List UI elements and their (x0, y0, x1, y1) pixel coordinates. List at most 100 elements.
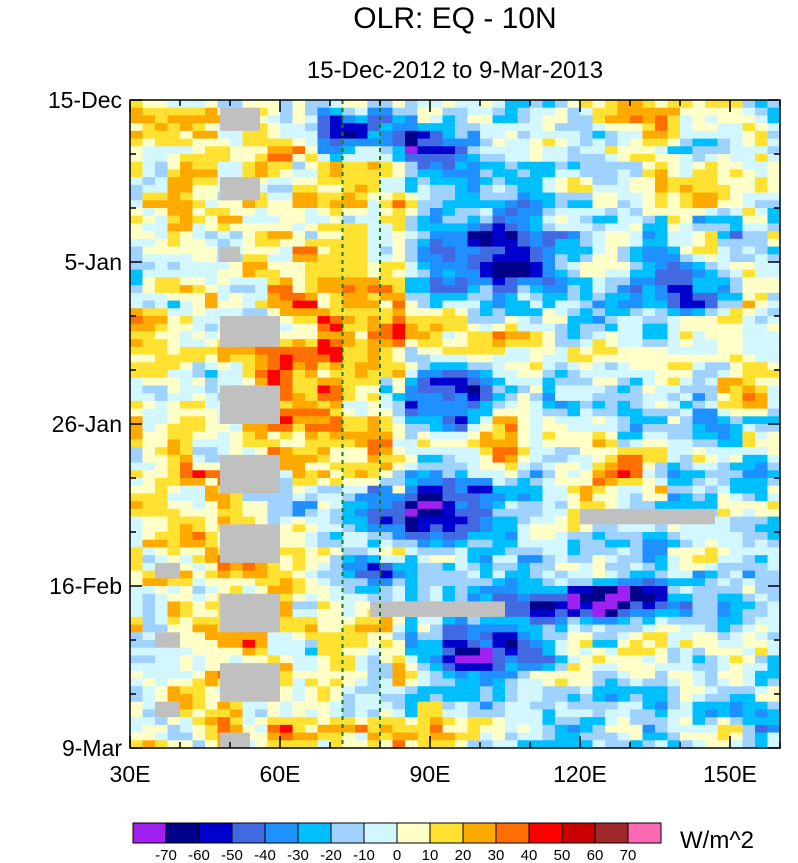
olr-cell (317, 686, 331, 695)
olr-cell (442, 431, 456, 441)
olr-cell (380, 238, 394, 248)
olr-cell (555, 331, 569, 340)
olr-cell (567, 724, 581, 734)
olr-cell (380, 694, 394, 703)
olr-cell (255, 215, 269, 225)
olr-cell (155, 238, 169, 248)
olr-cell (592, 709, 606, 718)
olr-cell (642, 215, 656, 225)
olr-cell (642, 130, 656, 140)
olr-cell (205, 192, 219, 201)
olr-cell (417, 231, 431, 240)
olr-cell (567, 262, 581, 271)
olr-cell (455, 462, 469, 471)
olr-cell (192, 262, 206, 271)
olr-cell (605, 547, 619, 556)
olr-cell (292, 439, 306, 448)
olr-cell (355, 717, 369, 726)
olr-cell (380, 169, 394, 178)
olr-cell (617, 485, 631, 495)
olr-cell (467, 130, 481, 140)
olr-cell (180, 223, 194, 232)
olr-cell (567, 177, 581, 186)
missing-data-patch (220, 246, 240, 262)
olr-cell (430, 208, 444, 217)
olr-cell (442, 316, 456, 325)
olr-cell (242, 200, 256, 209)
olr-cell (605, 208, 619, 217)
olr-cell (692, 292, 706, 302)
olr-cell (755, 516, 769, 525)
olr-cell (167, 138, 181, 147)
olr-cell (717, 269, 731, 279)
olr-cell (317, 609, 331, 618)
olr-cell (730, 377, 744, 387)
olr-cell (142, 146, 156, 155)
olr-cell (505, 400, 519, 410)
olr-cell (342, 300, 356, 309)
olr-cell (355, 601, 369, 610)
olr-cell (142, 694, 156, 703)
olr-cell (342, 709, 356, 718)
olr-cell (267, 246, 281, 255)
olr-cell (267, 262, 281, 271)
olr-cell (655, 354, 669, 363)
olr-cell (717, 616, 731, 626)
olr-cell (242, 208, 256, 217)
olr-cell (280, 285, 294, 294)
olr-cell (505, 262, 519, 271)
olr-cell (692, 184, 706, 194)
olr-cell (155, 346, 169, 356)
olr-cell (742, 439, 756, 448)
olr-cell (355, 678, 369, 687)
olr-cell (405, 254, 419, 263)
olr-cell (717, 632, 731, 641)
olr-cell (155, 385, 169, 394)
olr-cell (580, 424, 594, 433)
olr-cell (542, 578, 556, 587)
olr-cell (267, 501, 281, 510)
olr-cell (730, 123, 744, 132)
olr-cell (505, 107, 519, 117)
olr-cell (555, 370, 569, 379)
olr-cell (380, 154, 394, 163)
olr-cell (530, 562, 544, 572)
olr-cell (180, 130, 194, 140)
olr-cell (192, 609, 206, 618)
olr-cell (592, 670, 606, 680)
olr-cell (142, 362, 156, 371)
olr-cell (592, 316, 606, 325)
olr-cell (342, 717, 356, 726)
olr-cell (667, 400, 681, 410)
olr-cell (680, 123, 694, 132)
olr-cell (542, 616, 556, 626)
olr-cell (605, 640, 619, 649)
olr-cell (167, 555, 181, 564)
olr-cell (217, 501, 231, 510)
olr-cell (305, 115, 319, 124)
olr-cell (292, 462, 306, 471)
colorbar-label: 60 (587, 847, 604, 863)
olr-cell (355, 316, 369, 325)
olr-cell (767, 362, 780, 371)
olr-cell (667, 454, 681, 464)
olr-cell (542, 354, 556, 363)
olr-cell (267, 377, 281, 387)
olr-cell (280, 300, 294, 309)
olr-cell (155, 470, 169, 479)
olr-cell (155, 524, 169, 533)
olr-cell (342, 462, 356, 471)
olr-cell (142, 732, 156, 741)
olr-cell (742, 470, 756, 479)
olr-cell (280, 316, 294, 325)
olr-cell (755, 470, 769, 479)
olr-cell (705, 655, 719, 664)
olr-cell (192, 732, 206, 741)
olr-cell (330, 454, 344, 464)
olr-cell (367, 408, 381, 417)
olr-cell (155, 439, 169, 448)
olr-cell (717, 146, 731, 155)
olr-cell (767, 601, 780, 610)
olr-cell (442, 400, 456, 410)
olr-cell (692, 377, 706, 387)
